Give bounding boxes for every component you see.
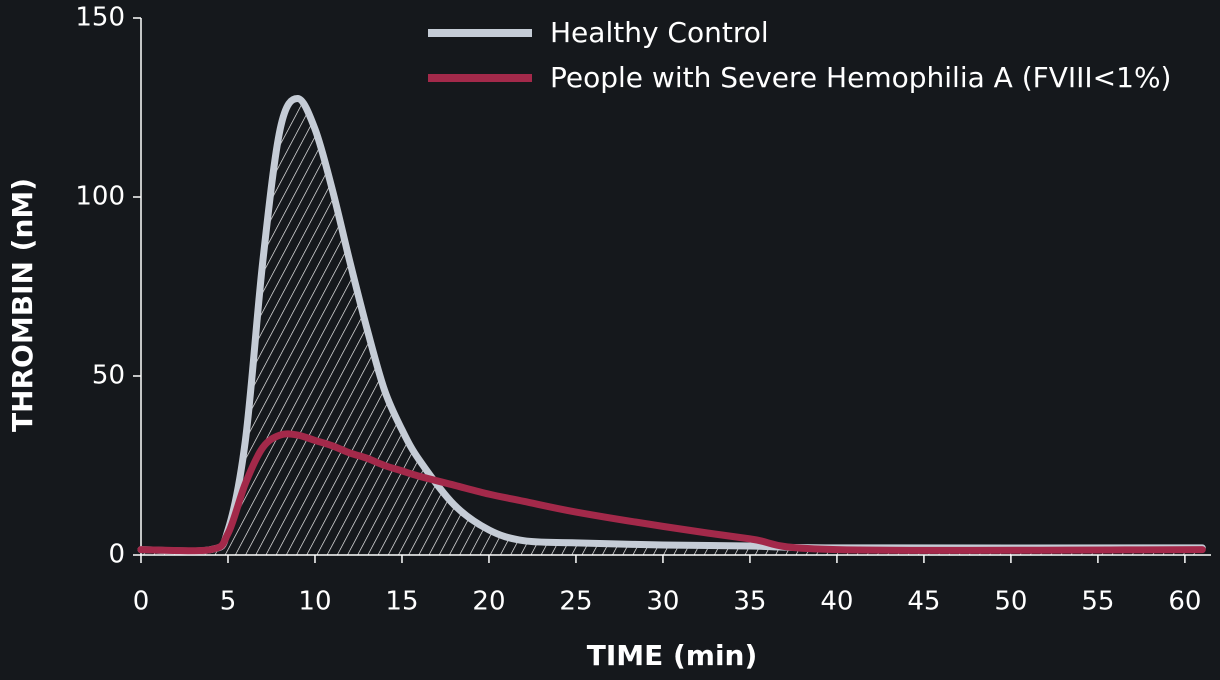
y-tick-label: 100 xyxy=(75,182,125,212)
x-tick-label: 60 xyxy=(1168,587,1201,617)
x-tick-label: 25 xyxy=(559,587,592,617)
y-tick-label: 0 xyxy=(108,540,125,570)
x-tick-label: 40 xyxy=(820,587,853,617)
x-tick-label: 5 xyxy=(220,587,237,617)
x-tick-label: 10 xyxy=(298,587,331,617)
legend-label: People with Severe Hemophilia A (FVIII<1… xyxy=(550,61,1171,94)
x-tick-label: 15 xyxy=(385,587,418,617)
y-tick-label: 150 xyxy=(75,3,125,33)
x-tick-label: 35 xyxy=(733,587,766,617)
line xyxy=(137,430,1206,555)
x-tick-label: 30 xyxy=(646,587,679,617)
x-tick-label: 55 xyxy=(1081,587,1114,617)
legend-label: Healthy Control xyxy=(550,16,769,49)
x-tick-label: 20 xyxy=(472,587,505,617)
y-tick-label: 50 xyxy=(92,361,125,391)
x-tick-label: 50 xyxy=(994,587,1027,617)
line xyxy=(137,95,1206,555)
x-tick-label: 45 xyxy=(907,587,940,617)
y-axis-title: THROMBIN (nM) xyxy=(6,178,39,432)
x-tick-label: 0 xyxy=(133,587,150,617)
x-axis-title: TIME (min) xyxy=(587,639,758,672)
hatched-area xyxy=(141,98,1203,556)
